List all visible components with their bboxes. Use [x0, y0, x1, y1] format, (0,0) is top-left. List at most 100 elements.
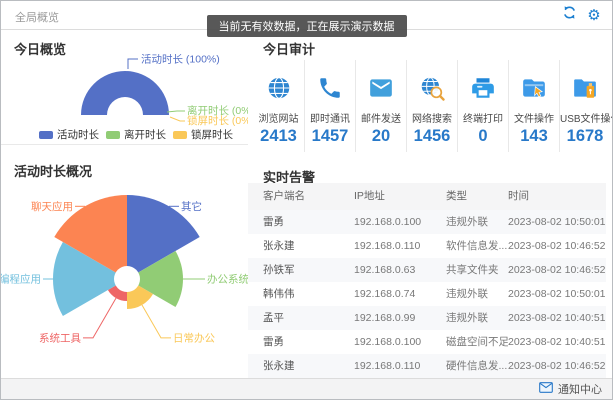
- ip-address: 192.168.0.100: [354, 336, 422, 348]
- alerts-table: 客户端名 IP地址 类型 时间 雷勇 192.168.0.100 违规外联 2023-08-0…: [248, 183, 606, 378]
- stat-value: 0: [478, 127, 488, 145]
- ip-address: 192.168.0.63: [354, 264, 416, 276]
- today-overview-half-donut-chart: 活动时长 (100%) 离开时长 (0%)锁屏时长 (0%): [81, 54, 248, 127]
- donut-label-line: [127, 58, 138, 69]
- audit-stat-0[interactable]: 浏览网站 2413: [253, 60, 304, 152]
- settings-button[interactable]: ⚙: [586, 7, 602, 23]
- client-name: 雷勇: [263, 336, 284, 348]
- alert-type: 磁盘空间不足: [446, 336, 508, 348]
- rose-sector-0[interactable]: [127, 195, 200, 279]
- rose-sector-5[interactable]: [54, 195, 127, 279]
- stat-label: 网络搜索: [412, 114, 452, 125]
- donut-label-line: [169, 116, 185, 122]
- ip-address: 192.168.0.99: [354, 312, 416, 324]
- audit-stat-3[interactable]: 网络搜索 1456: [406, 60, 457, 152]
- stat-value: 1457: [311, 127, 349, 145]
- rose-label-line: [141, 304, 171, 339]
- section-title-activity-duration: 活动时长概况: [14, 164, 93, 179]
- notification-center-label: 通知中心: [558, 384, 602, 396]
- alert-time: 2023-08-02 10:50:01: [508, 288, 606, 300]
- refresh-button[interactable]: [561, 5, 577, 25]
- rose-chart-hole: [114, 266, 140, 292]
- legend-item-2[interactable]: 锁屏时长: [173, 127, 233, 142]
- client-name: 张永建: [263, 360, 295, 372]
- column-header-2: 类型: [446, 190, 467, 202]
- alert-type: 共享文件夹: [446, 264, 499, 276]
- legend-label: 锁屏时长: [191, 129, 233, 141]
- client-name: 孟平: [263, 312, 284, 324]
- column-header-0: 客户端名: [263, 190, 305, 202]
- section-title-realtime-alerts: 实时告警: [263, 170, 316, 185]
- legend-swatch: [106, 130, 120, 139]
- alert-row-5[interactable]: 雷勇 192.168.0.100 磁盘空间不足 2023-08-02 10:40:51: [248, 330, 606, 354]
- rose-label-2: 日常办公: [173, 331, 215, 344]
- legend-item-1[interactable]: 离开时长: [106, 127, 166, 142]
- mail-icon: [539, 382, 553, 396]
- legend-label: 活动时长: [57, 129, 99, 141]
- audit-stat-5[interactable]: 文件操作 143: [508, 60, 559, 152]
- alert-time: 2023-08-02 10:40:51: [508, 312, 606, 324]
- notification-center-button[interactable]: 通知中心: [539, 379, 602, 399]
- stat-value: 2413: [260, 127, 297, 145]
- audit-stat-6[interactable]: USB文件操作 1678: [559, 60, 612, 152]
- ip-address: 192.168.0.110: [354, 240, 421, 252]
- alert-type: 违规外联: [446, 216, 488, 228]
- legend-label: 离开时长: [124, 129, 166, 141]
- audit-stats: 浏览网站 2413 即时通讯 1457 邮件发送 20 网络搜索 1456 终端打印 0 文件操作 1…: [253, 60, 612, 152]
- stat-value: 143: [520, 127, 548, 145]
- legend-item-0[interactable]: 活动时长: [39, 127, 99, 142]
- alert-type: 违规外联: [446, 288, 488, 300]
- browse-website-icon: [266, 75, 292, 101]
- alert-row-4[interactable]: 孟平 192.168.0.99 违规外联 2023-08-02 10:40:51: [248, 306, 606, 330]
- refresh-icon: [562, 5, 577, 25]
- panel-today-audit: 今日审计 浏览网站 2413 即时通讯 1457 邮件发送 20 网络搜索 1456 终端打印 0…: [248, 30, 612, 153]
- stat-label: 邮件发送: [361, 114, 401, 125]
- ip-address: 192.168.0.74: [354, 288, 416, 300]
- section-title-today-overview: 今日概览: [14, 42, 67, 57]
- rose-label-1: 办公系统: [207, 273, 248, 286]
- top-bar-actions: ⚙: [561, 5, 602, 25]
- audit-stat-2[interactable]: 邮件发送 20: [355, 60, 406, 152]
- alerts-table-header: 客户端名 IP地址 类型 时间: [248, 183, 606, 210]
- stat-label: 浏览网站: [258, 114, 299, 125]
- column-header-1: IP地址: [354, 190, 385, 202]
- donut-label-lock-time: 锁屏时长 (0%): [187, 114, 248, 127]
- alert-row-0[interactable]: 雷勇 192.168.0.100 违规外联 2023-08-02 10:50:01: [248, 210, 606, 234]
- alert-row-1[interactable]: 张永建 192.168.0.110 软件信息发... 2023-08-02 10:46…: [248, 234, 606, 258]
- alert-time: 2023-08-02 10:46:52: [508, 360, 606, 372]
- alert-type: 硬件信息发...: [446, 360, 508, 372]
- rose-label-5: 聊天应用: [31, 200, 73, 213]
- email-send-icon: [368, 75, 394, 101]
- alert-type: 软件信息发...: [446, 240, 508, 252]
- panel-realtime-alerts: 实时告警 客户端名 IP地址 类型 时间 雷勇 192.168.0.100 违规外联 2023…: [248, 153, 612, 378]
- stat-label: USB文件操作: [560, 114, 612, 125]
- demo-data-tooltip: 当前无有效数据，正在展示演示数据: [206, 15, 407, 37]
- donut-legend: 活动时长 离开时长 锁屏时长: [39, 127, 233, 142]
- rose-sector-4[interactable]: [52, 242, 127, 316]
- stat-label: 终端打印: [463, 114, 503, 125]
- alert-time: 2023-08-02 10:50:01: [508, 216, 606, 228]
- file-operation-icon: [521, 75, 547, 101]
- stat-label: 即时通讯: [310, 114, 350, 125]
- alert-type: 违规外联: [446, 312, 488, 324]
- donut-sector-active-time[interactable]: [81, 71, 169, 115]
- client-name: 孙铁军: [263, 264, 295, 276]
- alert-row-2[interactable]: 孙铁军 192.168.0.63 共享文件夹 2023-08-02 10:46:52: [248, 258, 606, 282]
- ip-address: 192.168.0.100: [354, 216, 422, 228]
- audit-stat-4[interactable]: 终端打印 0: [457, 60, 508, 152]
- alert-row-6[interactable]: 张永建 192.168.0.110 硬件信息发... 2023-08-02 10:46…: [248, 354, 606, 378]
- ip-address: 192.168.0.110: [354, 360, 421, 372]
- stat-value: 1678: [566, 127, 604, 145]
- stat-value: 1456: [413, 127, 451, 145]
- terminal-print-icon: [470, 75, 496, 101]
- rose-sector-1[interactable]: [127, 251, 184, 307]
- client-name: 韩伟伟: [263, 288, 295, 300]
- alert-time: 2023-08-02 10:46:52: [508, 264, 606, 276]
- client-name: 雷勇: [263, 216, 284, 228]
- legend-swatch: [39, 130, 53, 139]
- alert-row-3[interactable]: 韩伟伟 192.168.0.74 违规外联 2023-08-02 10:50:01: [248, 282, 606, 306]
- rose-label-4: 编程应用: [1, 273, 41, 286]
- audit-stat-1[interactable]: 即时通讯 1457: [304, 60, 355, 152]
- instant-message-icon: [317, 75, 343, 101]
